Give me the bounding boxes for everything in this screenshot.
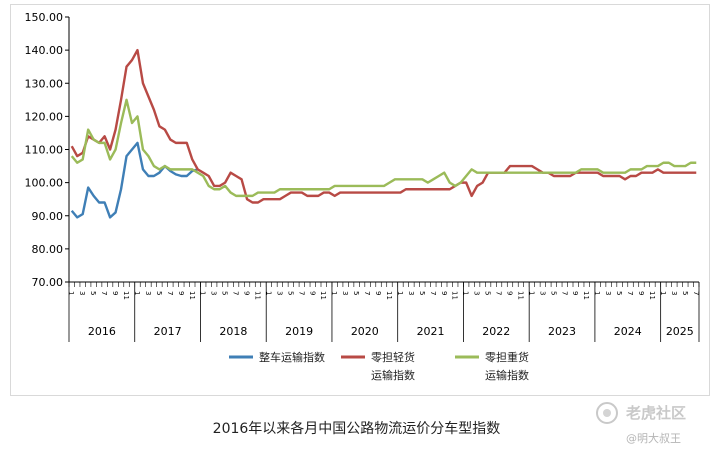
x-month-label: 3 [473, 291, 481, 295]
x-month-label: 7 [495, 291, 503, 295]
x-month-label: 9 [374, 291, 382, 295]
series-line-2 [70, 48, 697, 204]
x-month-label: 9 [308, 291, 316, 295]
y-tick-label: 120.00 [25, 110, 64, 123]
y-tick-label: 100.00 [25, 177, 64, 190]
x-month-label: 3 [407, 291, 415, 295]
x-month-label: 3 [341, 291, 349, 295]
y-axis: 70.00 80.00 90.00 100.00 110.00 120.00 130.00 1… [25, 11, 70, 289]
watermark-user: @明大叔王 [626, 432, 681, 445]
watermark-site: 老虎社区 [626, 404, 687, 422]
x-month-label: 9 [506, 291, 514, 295]
x-month-label: 5 [681, 291, 689, 295]
x-month-label: 1 [593, 291, 601, 295]
x-month-label: 7 [100, 291, 108, 295]
x-month-label: 1 [330, 291, 338, 295]
x-month-label: 5 [221, 291, 229, 295]
x-month-label: 5 [89, 291, 97, 295]
x-month-label: 7 [560, 291, 568, 295]
x-month-label: 1 [133, 291, 141, 295]
x-month-label: 5 [549, 291, 557, 295]
x-month-label: 7 [429, 291, 437, 295]
x-month-label: 3 [670, 291, 678, 295]
y-tick-label: 90.00 [32, 210, 64, 223]
x-month-label: 7 [692, 291, 700, 295]
x-month-label: 11 [385, 291, 393, 300]
legend-label: 零担重货运输指数 [485, 350, 529, 382]
x-month-label: 1 [462, 291, 470, 295]
x-month-label: 11 [122, 291, 130, 300]
x-month-label: 1 [659, 291, 667, 295]
x-year-label: 2023 [548, 325, 576, 338]
legend-label-line-2: 运输指数 [485, 368, 529, 382]
x-month-label: 11 [188, 291, 196, 300]
x-year-label: 2016 [88, 325, 116, 338]
x-month-label: 3 [538, 291, 546, 295]
x-month-label: 5 [484, 291, 492, 295]
x-month-label: 3 [78, 291, 86, 295]
x-month-label: 9 [243, 291, 251, 295]
x-year-label: 2024 [614, 325, 642, 338]
x-month-label: 7 [166, 291, 174, 295]
x-year-label: 2019 [285, 325, 313, 338]
legend-label: 整车运输指数 [259, 350, 325, 364]
x-month-label: 3 [144, 291, 152, 295]
x-month-label: 11 [648, 291, 656, 300]
legend-label-line-1: 零担重货 [485, 350, 529, 364]
x-month-label: 7 [363, 291, 371, 295]
x-month-label: 7 [297, 291, 305, 295]
x-month-label: 9 [111, 291, 119, 295]
x-year-label: 2021 [417, 325, 445, 338]
chart-caption: 2016年以来各月中国公路物流运价分车型指数 [212, 421, 501, 437]
watermark: 老虎社区 @明大叔王 [596, 400, 711, 450]
x-month-label: 11 [516, 291, 524, 300]
chart-frame: 70.00 80.00 90.00 100.00 110.00 120.00 130.00 1… [10, 4, 710, 396]
x-month-label: 11 [582, 291, 590, 300]
x-month-label: 9 [177, 291, 185, 295]
x-month-label: 7 [626, 291, 634, 295]
x-month-label: 11 [319, 291, 327, 300]
y-tick-label: 110.00 [25, 144, 64, 157]
y-tick-label: 150.00 [25, 11, 64, 24]
tiger-logo-icon [596, 402, 618, 424]
x-month-label: 3 [210, 291, 218, 295]
x-month-label: 7 [232, 291, 240, 295]
x-month-label: 11 [451, 291, 459, 300]
x-year-label: 2017 [154, 325, 182, 338]
x-year-label: 2025 [666, 325, 694, 338]
x-month-label: 11 [254, 291, 262, 300]
series-group [70, 48, 697, 219]
x-year-label: 2020 [351, 325, 379, 338]
y-tick-label: 80.00 [32, 243, 64, 256]
x-month-label: 1 [199, 291, 207, 295]
x-axis: 1 3 5 7 9 11 1 3 5 7 9 11 1 3 5 7 9 11 1 3 5 7 9 11 1 3 5 7 9 11 1 3 5 7 9… [67, 281, 700, 342]
legend-label-line-1: 零担轻货 [371, 350, 415, 364]
x-year-label: 2022 [482, 325, 510, 338]
x-month-label: 3 [275, 291, 283, 295]
x-month-label: 5 [286, 291, 294, 295]
x-year-label: 2018 [219, 325, 247, 338]
series-line-1 [70, 141, 199, 219]
x-month-label: 5 [615, 291, 623, 295]
legend-label-line-2: 运输指数 [371, 368, 415, 382]
x-month-label: 9 [637, 291, 645, 295]
line-chart: 70.00 80.00 90.00 100.00 110.00 120.00 130.00 1… [25, 11, 700, 382]
series-line-3 [70, 98, 697, 198]
x-month-label: 1 [67, 291, 75, 295]
x-month-label: 9 [571, 291, 579, 295]
x-month-label: 1 [264, 291, 272, 295]
x-month-label: 1 [396, 291, 404, 295]
y-tick-label: 70.00 [32, 276, 64, 289]
x-month-label: 9 [440, 291, 448, 295]
x-month-label: 5 [418, 291, 426, 295]
x-month-label: 1 [527, 291, 535, 295]
y-tick-label: 130.00 [25, 77, 64, 90]
y-tick-label: 140.00 [25, 44, 64, 57]
x-month-label: 3 [604, 291, 612, 295]
x-month-label: 5 [352, 291, 360, 295]
x-month-label: 5 [155, 291, 163, 295]
legend-label: 零担轻货运输指数 [371, 350, 415, 382]
